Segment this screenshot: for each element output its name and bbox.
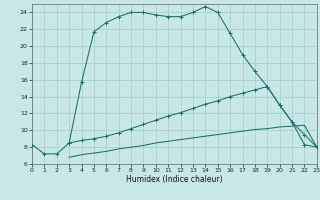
- X-axis label: Humidex (Indice chaleur): Humidex (Indice chaleur): [126, 175, 223, 184]
